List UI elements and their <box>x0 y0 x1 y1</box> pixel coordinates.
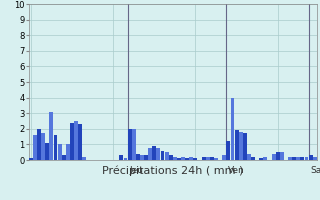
Bar <box>58 144 62 160</box>
Bar <box>259 158 263 160</box>
Text: Sam: Sam <box>311 166 320 175</box>
Bar <box>161 151 164 160</box>
Bar <box>313 157 317 160</box>
Bar <box>276 152 280 160</box>
Bar <box>156 148 160 160</box>
Text: Jeu: Jeu <box>130 166 144 175</box>
X-axis label: Précipitations 24h ( mm ): Précipitations 24h ( mm ) <box>102 166 244 176</box>
Bar <box>185 158 189 160</box>
Bar <box>288 157 292 160</box>
Bar <box>222 155 226 160</box>
Bar <box>165 152 169 160</box>
Bar <box>144 155 148 160</box>
Bar <box>45 143 49 160</box>
Bar <box>243 133 247 160</box>
Bar <box>272 154 276 160</box>
Bar <box>202 157 206 160</box>
Text: Ven: Ven <box>228 166 245 175</box>
Bar <box>194 158 197 160</box>
Bar <box>280 152 284 160</box>
Bar <box>292 157 296 160</box>
Bar <box>235 130 238 160</box>
Bar <box>181 157 185 160</box>
Bar <box>82 157 86 160</box>
Bar <box>189 157 193 160</box>
Bar <box>300 157 304 160</box>
Bar <box>148 148 152 160</box>
Bar <box>50 112 53 160</box>
Bar <box>29 158 33 160</box>
Bar <box>78 124 82 160</box>
Bar <box>206 157 210 160</box>
Bar <box>33 135 37 160</box>
Bar <box>119 155 123 160</box>
Bar <box>210 157 214 160</box>
Bar <box>305 157 308 160</box>
Bar <box>41 133 45 160</box>
Bar <box>70 123 74 160</box>
Bar <box>37 129 41 160</box>
Bar <box>177 158 181 160</box>
Bar <box>74 121 78 160</box>
Bar <box>124 158 127 160</box>
Bar <box>251 157 255 160</box>
Bar <box>296 157 300 160</box>
Bar <box>263 157 267 160</box>
Bar <box>226 141 230 160</box>
Bar <box>169 155 173 160</box>
Bar <box>136 154 140 160</box>
Bar <box>230 98 235 160</box>
Bar <box>140 155 144 160</box>
Bar <box>128 129 132 160</box>
Bar <box>53 135 58 160</box>
Bar <box>62 155 66 160</box>
Bar <box>66 144 70 160</box>
Bar <box>214 158 218 160</box>
Bar <box>309 155 313 160</box>
Bar <box>132 129 136 160</box>
Bar <box>152 146 156 160</box>
Bar <box>239 132 243 160</box>
Bar <box>173 157 177 160</box>
Bar <box>247 154 251 160</box>
